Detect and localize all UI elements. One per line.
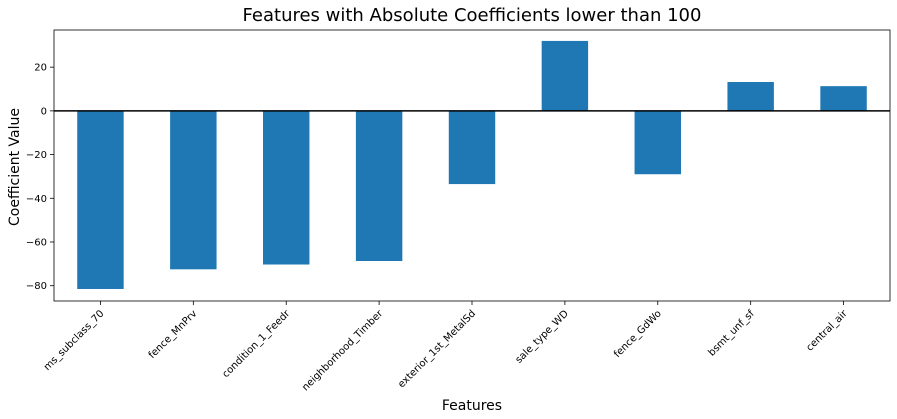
x-tick-label: fence_GdWo [612,308,664,360]
y-tick-label: −40 [26,194,47,205]
bar-central_air [820,86,867,111]
bar-neighborhood_Timber [355,110,403,262]
x-tick-label: exterior_1st_MetalSd [396,308,478,390]
x-tick-label: condition_1_Feedr [221,308,293,380]
x-tick-label: sale_type_WD [514,308,572,366]
bar-fence_GdWo [634,110,681,175]
y-ticks: 20 0 −20 −40 −60 −80 [26,63,54,292]
plot-frame [53,29,891,302]
x-tick-label: central_air [804,308,850,354]
y-axis-label: Coefficient Value [7,108,23,226]
bar-fence_MnPrv [170,110,217,270]
x-tick-label: bsmt_unf_sf [706,308,757,359]
bar-ms_subclass_70 [77,110,124,289]
x-tick-label: fence_MnPrv [147,308,200,361]
y-tick-label: −60 [26,237,47,248]
x-tick-label: ms_subclass_70 [42,308,107,373]
bars-group [77,40,867,289]
y-tick-label: 0 [41,106,47,117]
bar-sale_type_WD [541,40,589,111]
bar-condition_1_Feedr [263,110,310,265]
y-tick-label: 20 [34,63,47,74]
x-ticks: ms_subclass_70 fence_MnPrv condition_1_Fee… [42,301,850,393]
x-axis-label: Features [442,398,502,414]
bar-exterior_1st_MetalSd [448,110,496,185]
y-tick-label: −80 [26,281,47,292]
chart-title: Features with Absolute Coefficients lowe… [243,5,702,26]
x-tick-label: neighborhood_Timber [300,308,386,394]
y-tick-label: −20 [26,150,47,161]
bar-bsmt_unf_sf [727,82,774,111]
